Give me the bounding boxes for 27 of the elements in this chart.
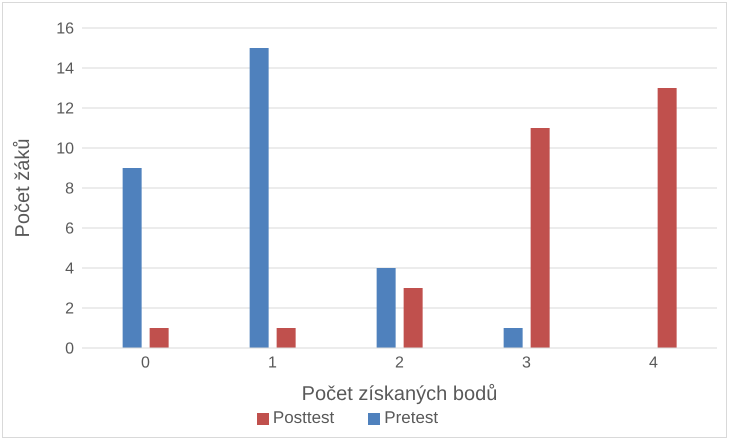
- y-tick-label: 16: [56, 20, 74, 38]
- legend-label: Posttest: [272, 408, 334, 427]
- x-axis-title: Počet získaných bodů: [302, 383, 498, 405]
- x-tick-label: 4: [649, 354, 658, 372]
- y-axis-title: Počet žáků: [12, 138, 34, 238]
- legend-label: Pretest: [384, 408, 438, 427]
- bar: [276, 328, 296, 348]
- y-tick-label: 4: [65, 260, 74, 278]
- bar: [376, 268, 396, 348]
- bar: [530, 128, 550, 348]
- bar: [250, 48, 269, 348]
- bar: [658, 88, 677, 348]
- y-tick-label: 12: [56, 100, 74, 118]
- bar: [504, 328, 523, 348]
- y-tick-label: 2: [65, 300, 74, 318]
- y-tick-label: 14: [56, 60, 74, 78]
- x-tick-label: 3: [522, 354, 532, 372]
- y-tick-label: 10: [56, 140, 74, 158]
- x-tick-label: 2: [395, 354, 404, 372]
- bar: [122, 168, 142, 348]
- y-tick-label: 6: [65, 220, 74, 238]
- bar: [150, 328, 169, 348]
- bar: [404, 288, 423, 348]
- y-tick-label: 8: [65, 180, 74, 198]
- y-tick-label: 0: [65, 340, 74, 358]
- x-tick-label: 0: [141, 354, 150, 372]
- x-tick-label: 1: [268, 354, 278, 372]
